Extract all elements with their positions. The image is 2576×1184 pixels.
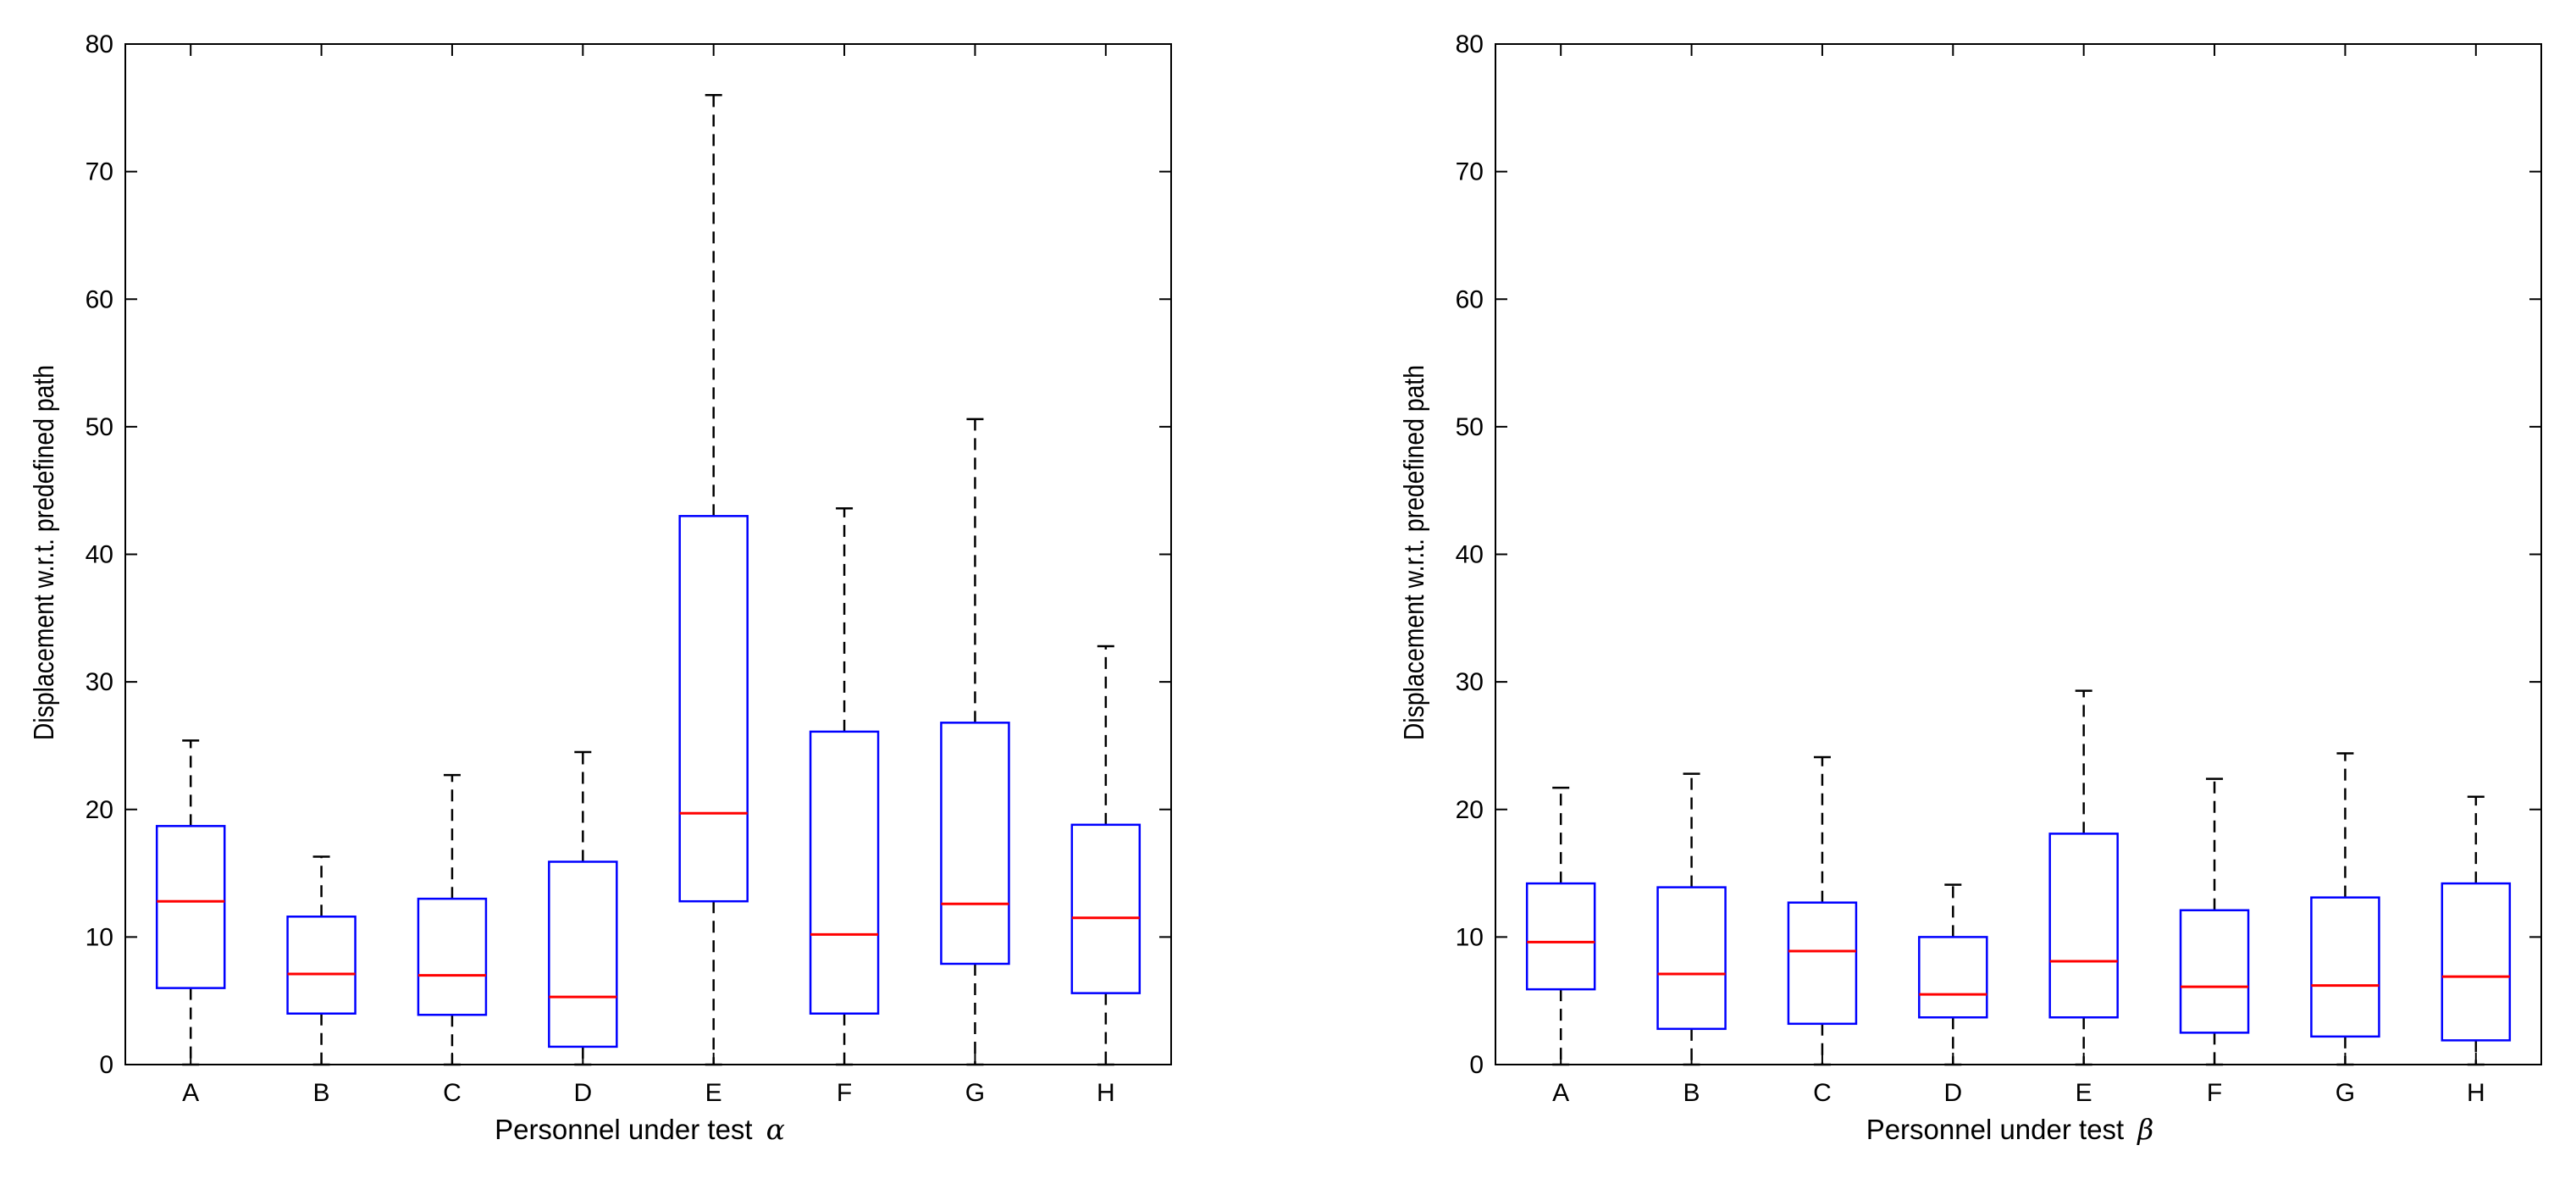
box-g bbox=[940, 722, 1010, 965]
y-tick-label: 80 bbox=[86, 30, 113, 58]
box-a bbox=[155, 825, 226, 989]
box-c bbox=[1787, 901, 1858, 1026]
y-tick-label: 30 bbox=[86, 668, 113, 696]
axes-frame bbox=[1495, 43, 2542, 1065]
x-tick-label-h: H bbox=[1097, 1079, 1115, 1107]
x-axis-label: Personnel under test α bbox=[495, 1113, 785, 1146]
box-h bbox=[2441, 882, 2512, 1042]
box-d bbox=[548, 860, 618, 1048]
x-tick-label-e: E bbox=[705, 1079, 722, 1107]
y-tick-label: 10 bbox=[86, 923, 113, 951]
y-tick-label: 20 bbox=[86, 796, 113, 824]
x-tick-label-f: F bbox=[2207, 1079, 2222, 1107]
box-f bbox=[809, 730, 880, 1015]
x-tick-label-e: E bbox=[2076, 1079, 2092, 1107]
box-d bbox=[1918, 936, 1988, 1019]
box-h bbox=[1070, 823, 1142, 994]
y-tick-label: 0 bbox=[99, 1051, 113, 1079]
box-e bbox=[678, 515, 749, 903]
boxplot-panel-alpha: 0 10 20 30 40 50 60 70 80 A B C D E F G H Personnel under… bbox=[28, 30, 1172, 1146]
y-tick-label: 80 bbox=[1456, 30, 1484, 58]
x-tick-label-f: F bbox=[837, 1079, 852, 1107]
x-tick-label-g: G bbox=[965, 1079, 985, 1107]
x-tick-label-a: A bbox=[182, 1079, 199, 1107]
box-e bbox=[2048, 833, 2119, 1019]
x-tick-label-c: C bbox=[443, 1079, 462, 1107]
x-tick-label-a: A bbox=[1552, 1079, 1569, 1107]
x-tick-label-b: B bbox=[1683, 1079, 1700, 1107]
x-axis-label-text: Personnel under test bbox=[1866, 1114, 2125, 1145]
box-a bbox=[1525, 882, 1596, 991]
y-tick-label: 30 bbox=[1456, 668, 1484, 696]
y-tick-label: 60 bbox=[1456, 285, 1484, 313]
y-tick-label: 70 bbox=[86, 158, 113, 186]
y-tick-label: 70 bbox=[1456, 158, 1484, 186]
y-tick-label: 0 bbox=[1469, 1051, 1484, 1079]
axes-frame bbox=[124, 43, 1172, 1065]
x-tick-label-d: D bbox=[573, 1079, 592, 1107]
y-tick-label: 40 bbox=[1456, 541, 1484, 569]
y-tick-label: 50 bbox=[86, 413, 113, 441]
box-c bbox=[417, 897, 488, 1016]
x-axis-symbol-beta: β bbox=[2136, 1113, 2153, 1146]
y-tick-label: 10 bbox=[1456, 923, 1484, 951]
boxplot-panel-beta: 0 10 20 30 40 50 60 70 80 A B C D E F G H Personnel under… bbox=[1398, 30, 2542, 1146]
x-tick-label-h: H bbox=[2467, 1079, 2485, 1107]
box-b bbox=[1656, 886, 1727, 1031]
x-tick-label-b: B bbox=[313, 1079, 330, 1107]
box-f bbox=[2179, 909, 2250, 1034]
x-axis-symbol-alpha: α bbox=[766, 1113, 785, 1146]
y-tick-label: 20 bbox=[1456, 796, 1484, 824]
box-g bbox=[2310, 896, 2380, 1038]
box-b bbox=[286, 916, 357, 1015]
y-tick-label: 50 bbox=[1456, 413, 1484, 441]
x-tick-label-c: C bbox=[1813, 1079, 1832, 1107]
y-axis-label: Displacement w.r.t. predefined path bbox=[28, 365, 60, 740]
y-tick-label: 60 bbox=[86, 285, 113, 313]
x-tick-label-g: G bbox=[2336, 1079, 2355, 1107]
x-axis-label-text: Personnel under test bbox=[495, 1114, 753, 1145]
x-axis-label: Personnel under test β bbox=[1866, 1113, 2154, 1146]
y-tick-label: 40 bbox=[86, 541, 113, 569]
x-tick-label-d: D bbox=[1943, 1079, 1962, 1107]
y-axis-label: Displacement w.r.t. predefined path bbox=[1398, 365, 1430, 740]
